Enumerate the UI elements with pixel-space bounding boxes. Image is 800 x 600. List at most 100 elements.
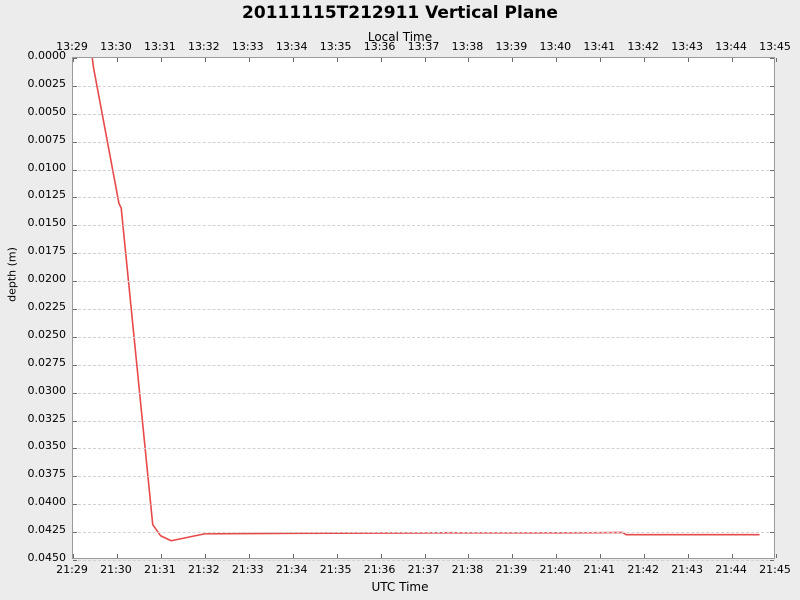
y-axis-tick-label: 0.0075 (27, 132, 67, 146)
x-axis-tick-label-bottom: 21:39 (495, 563, 528, 576)
y-axis-tick (770, 448, 774, 450)
gridline-horizontal (73, 504, 774, 506)
gridline-horizontal (73, 281, 774, 283)
plot-area (72, 57, 777, 561)
x-axis-tick-bottom (204, 554, 206, 558)
y-axis-tick (770, 85, 774, 87)
y-axis-tick (770, 113, 774, 115)
gridline-horizontal (73, 225, 774, 227)
gridline-horizontal (73, 169, 774, 171)
x-axis-tick-label-bottom: 21:31 (144, 563, 176, 576)
y-axis-tick-label: 0.0100 (27, 160, 67, 174)
data-series-svg (91, 57, 760, 542)
x-axis-tick-label-top: 13:30 (100, 40, 132, 53)
gridline-horizontal (73, 364, 774, 366)
y-axis-tick (73, 532, 77, 534)
x-axis-tick-label-bottom: 21:33 (231, 563, 264, 576)
y-axis-tick (770, 253, 774, 255)
x-axis-tick-top (644, 58, 646, 62)
x-axis-tick-label-top: 13:29 (56, 40, 88, 53)
x-axis-tick-label-bottom: 21:32 (187, 563, 220, 576)
y-axis-tick (73, 197, 77, 199)
y-axis-tick (770, 364, 774, 366)
y-axis-tick (770, 309, 774, 310)
y-axis-tick (73, 58, 77, 59)
y-axis-tick (73, 476, 77, 478)
depth-series-line (91, 57, 760, 542)
x-axis-tick-label-top: 13:39 (495, 40, 528, 53)
x-axis-tick-bottom (248, 554, 250, 558)
y-axis-tick-label: 0.0275 (27, 355, 67, 369)
x-axis-tick-label-bottom: 21:34 (275, 563, 308, 576)
x-axis-tick-label-top: 13:42 (627, 40, 660, 53)
chart-title: 20111115T212911 Vertical Plane (242, 3, 558, 23)
x-axis-tick-top (160, 58, 162, 62)
gridline-horizontal (73, 392, 774, 394)
y-axis-tick (770, 420, 774, 422)
y-axis-tick (73, 281, 77, 283)
x-axis-tick-top (512, 58, 514, 62)
x-axis-tick-label-top: 13:38 (451, 40, 484, 53)
x-axis-tick-top (380, 58, 382, 62)
y-axis-tick (73, 225, 77, 227)
y-axis-tick (73, 420, 77, 422)
gridline-horizontal (73, 253, 774, 255)
y-axis-tick (770, 560, 774, 561)
x-axis-tick-label-top: 13:35 (319, 40, 352, 53)
y-axis-tick-label: 0.0175 (27, 244, 67, 258)
y-axis-tick (73, 336, 77, 338)
x-axis-tick-label-top: 13:41 (583, 40, 616, 53)
y-axis-tick (770, 169, 774, 171)
x-axis-tick-label-top: 13:45 (759, 40, 791, 53)
x-axis-tick-bottom (688, 554, 690, 558)
y-axis-tick (73, 309, 77, 310)
x-axis-tick-bottom (600, 554, 602, 558)
x-axis-tick-top (336, 58, 338, 62)
x-axis-tick-label-top: 13:40 (539, 40, 572, 53)
y-axis-tick-label: 0.0425 (27, 523, 67, 537)
x-axis-tick-top (732, 58, 734, 62)
bottom-axis-label: UTC Time (371, 580, 429, 594)
x-axis-tick-top (424, 58, 426, 62)
gridline-horizontal (73, 85, 774, 87)
x-axis-tick-label-top: 13:36 (363, 40, 396, 53)
x-axis-tick-bottom (424, 554, 426, 558)
y-axis-tick (73, 364, 77, 366)
x-axis-tick-label-top: 13:43 (671, 40, 703, 53)
y-axis-tick (770, 197, 774, 199)
x-axis-tick-bottom (732, 554, 734, 558)
x-axis-tick-top (468, 58, 470, 62)
gridline-horizontal (73, 532, 774, 534)
y-axis-tick (770, 141, 774, 143)
x-axis-tick-label-bottom: 21:38 (451, 563, 484, 576)
y-axis-tick (73, 113, 77, 115)
x-axis-tick-label-top: 13:31 (144, 40, 176, 53)
x-axis-tick-top (556, 58, 558, 62)
x-axis-tick-bottom (776, 554, 777, 558)
top-axis-label: Local Time (367, 30, 433, 44)
x-axis-tick-bottom (160, 554, 162, 558)
x-axis-tick-label-bottom: 21:42 (627, 563, 660, 576)
y-axis-tick-label: 0.0375 (27, 467, 67, 481)
gridline-horizontal (73, 113, 774, 115)
x-axis-tick-label-top: 13:33 (231, 40, 264, 53)
x-axis-tick-label-bottom: 21:40 (539, 563, 572, 576)
y-axis-tick-label: 0.0200 (27, 272, 67, 286)
gridline-horizontal (73, 141, 774, 143)
gridline-horizontal (73, 448, 774, 450)
x-axis-tick-bottom (512, 554, 514, 558)
y-axis-tick (73, 392, 77, 394)
x-axis-tick-bottom (644, 554, 646, 558)
x-axis-tick-label-bottom: 21:35 (319, 563, 352, 576)
y-axis-tick-label: 0.0000 (27, 49, 67, 62)
gridline-horizontal (73, 560, 774, 561)
x-axis-tick-label-bottom: 21:37 (407, 563, 440, 576)
x-axis-tick-top (776, 58, 777, 62)
x-axis-tick-top (248, 58, 250, 62)
x-axis-tick-bottom (468, 554, 470, 558)
y-axis-tick (73, 560, 77, 561)
x-axis-tick-top (204, 58, 206, 62)
y-axis-tick-label: 0.0300 (27, 383, 67, 397)
x-axis-tick-top (688, 58, 690, 62)
